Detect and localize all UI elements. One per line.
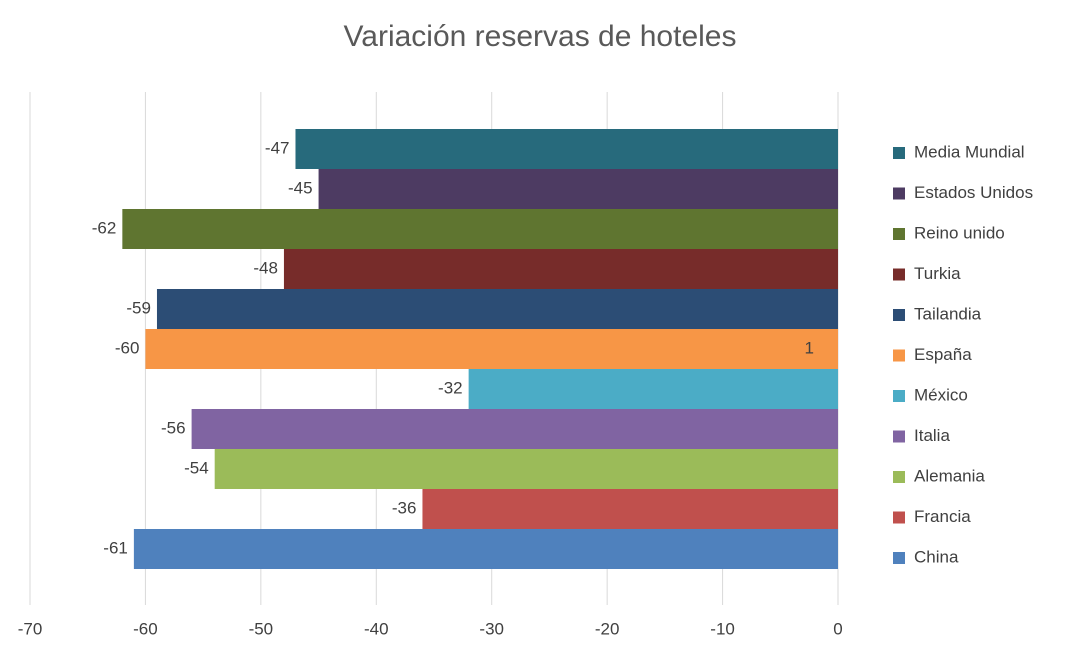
legend-swatch <box>893 390 905 402</box>
bar <box>283 249 838 289</box>
data-label: -59 <box>126 298 151 317</box>
legend-swatch <box>893 228 905 240</box>
x-tick-label: -30 <box>479 619 504 638</box>
x-tick-label: -50 <box>249 619 274 638</box>
x-tick-label: 0 <box>833 619 842 638</box>
legend-swatch <box>893 147 905 159</box>
y-tick-label: 1 <box>805 338 814 357</box>
legend-swatch <box>893 309 905 321</box>
data-label: -36 <box>392 498 417 517</box>
legend-swatch <box>893 430 905 443</box>
bar <box>122 209 839 249</box>
legend-label: Tailandia <box>914 304 982 323</box>
data-label: -61 <box>103 538 128 557</box>
x-tick-label: -70 <box>18 619 43 638</box>
bar <box>145 329 838 369</box>
data-label: -54 <box>184 458 209 477</box>
legend-swatch <box>893 471 905 483</box>
bar <box>318 169 839 209</box>
data-label: -32 <box>438 378 463 397</box>
bar <box>214 449 838 489</box>
bar <box>156 289 838 329</box>
legend-swatch <box>893 268 905 281</box>
x-tick-label: -60 <box>133 619 158 638</box>
data-label: -62 <box>92 218 117 237</box>
legend-swatch <box>893 511 905 524</box>
legend-label: Francia <box>914 507 971 526</box>
data-label: -47 <box>265 138 290 157</box>
bar <box>468 369 838 409</box>
chart-title: Variación reservas de hoteles <box>344 20 737 53</box>
bar <box>422 489 838 529</box>
x-tick-label: -20 <box>595 619 620 638</box>
data-label: -60 <box>115 338 140 357</box>
legend-label: Italia <box>914 426 950 445</box>
legend-label: Reino unido <box>914 223 1005 242</box>
bar <box>133 529 838 569</box>
legend-swatch <box>893 187 905 200</box>
x-tick-label: -40 <box>364 619 389 638</box>
legend-label: Alemania <box>914 466 985 485</box>
legend-swatch <box>893 349 905 362</box>
data-label: -48 <box>253 258 278 277</box>
data-label: -45 <box>288 178 313 197</box>
legend-label: España <box>914 345 972 364</box>
legend-label: Turkia <box>914 264 961 283</box>
legend-label: Estados Unidos <box>914 183 1033 202</box>
legend-label: China <box>914 547 959 566</box>
data-label: -56 <box>161 418 186 437</box>
legend-label: México <box>914 385 968 404</box>
bar <box>191 409 839 449</box>
legend-label: Media Mundial <box>914 142 1025 161</box>
x-tick-label: -10 <box>710 619 735 638</box>
bar <box>295 129 838 169</box>
legend-swatch <box>893 552 905 564</box>
